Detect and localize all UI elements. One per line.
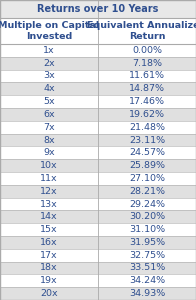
Text: 6x: 6x xyxy=(43,110,55,119)
Bar xyxy=(0,159,196,172)
Text: 17x: 17x xyxy=(40,251,58,260)
Text: 1x: 1x xyxy=(43,46,55,55)
Text: 10x: 10x xyxy=(40,161,58,170)
Text: Equivalent Annualized: Equivalent Annualized xyxy=(87,21,196,30)
Text: 5x: 5x xyxy=(43,97,55,106)
Bar xyxy=(0,287,196,300)
Text: 28.21%: 28.21% xyxy=(129,187,165,196)
Bar xyxy=(0,146,196,159)
Text: 25.89%: 25.89% xyxy=(129,161,165,170)
Bar xyxy=(0,262,196,275)
Text: 14.87%: 14.87% xyxy=(129,84,165,93)
Text: 11.61%: 11.61% xyxy=(129,71,165,80)
Bar xyxy=(0,95,196,108)
Bar xyxy=(0,70,196,83)
Text: 18x: 18x xyxy=(40,263,58,272)
Text: 12x: 12x xyxy=(40,187,58,196)
Text: 34.93%: 34.93% xyxy=(129,289,165,298)
Text: Return: Return xyxy=(129,32,165,41)
Text: Returns over 10 Years: Returns over 10 Years xyxy=(37,4,159,14)
Text: 8x: 8x xyxy=(43,136,55,145)
Text: 16x: 16x xyxy=(40,238,58,247)
Text: 33.51%: 33.51% xyxy=(129,263,165,272)
Bar xyxy=(0,210,196,223)
Bar xyxy=(0,134,196,146)
Text: 3x: 3x xyxy=(43,71,55,80)
Text: 17.46%: 17.46% xyxy=(129,97,165,106)
Text: 11x: 11x xyxy=(40,174,58,183)
Text: 14x: 14x xyxy=(40,212,58,221)
Text: 7x: 7x xyxy=(43,123,55,132)
Bar xyxy=(0,0,196,18)
Text: 19x: 19x xyxy=(40,276,58,285)
Text: 7.18%: 7.18% xyxy=(132,59,162,68)
Bar xyxy=(0,236,196,249)
Bar xyxy=(0,185,196,198)
Text: 20x: 20x xyxy=(40,289,58,298)
Bar xyxy=(0,82,196,95)
Text: 9x: 9x xyxy=(43,148,55,157)
Text: 0.00%: 0.00% xyxy=(132,46,162,55)
Text: 34.24%: 34.24% xyxy=(129,276,165,285)
Text: 15x: 15x xyxy=(40,225,58,234)
Text: 4x: 4x xyxy=(43,84,55,93)
Bar xyxy=(0,57,196,70)
Text: 21.48%: 21.48% xyxy=(129,123,165,132)
Bar xyxy=(0,18,196,44)
Text: 2x: 2x xyxy=(43,59,55,68)
Text: Invested: Invested xyxy=(26,32,72,41)
Text: 30.20%: 30.20% xyxy=(129,212,165,221)
Bar xyxy=(0,223,196,236)
Text: 29.24%: 29.24% xyxy=(129,200,165,208)
Bar xyxy=(0,121,196,134)
Text: 13x: 13x xyxy=(40,200,58,208)
Bar xyxy=(0,44,196,57)
Bar xyxy=(0,274,196,287)
Bar xyxy=(0,249,196,262)
Text: Multiple on Capital: Multiple on Capital xyxy=(0,21,100,30)
Bar xyxy=(0,172,196,185)
Bar xyxy=(0,198,196,210)
Text: 31.95%: 31.95% xyxy=(129,238,165,247)
Text: 32.75%: 32.75% xyxy=(129,251,165,260)
Text: 31.10%: 31.10% xyxy=(129,225,165,234)
Text: 19.62%: 19.62% xyxy=(129,110,165,119)
Text: 24.57%: 24.57% xyxy=(129,148,165,157)
Bar xyxy=(0,108,196,121)
Text: 23.11%: 23.11% xyxy=(129,136,165,145)
Text: 27.10%: 27.10% xyxy=(129,174,165,183)
